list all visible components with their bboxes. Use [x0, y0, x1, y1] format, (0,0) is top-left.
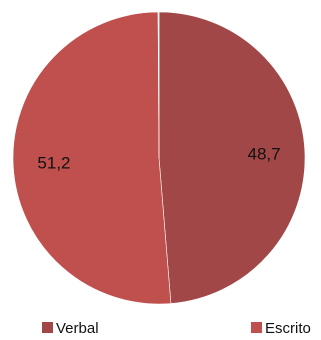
pie-slice-escrito — [12, 11, 172, 305]
legend-item-verbal: Verbal — [42, 320, 99, 337]
legend-label-escrito: Escrito — [265, 320, 311, 337]
pie-slices — [12, 11, 306, 305]
pie-labels: 48,7 51,2 — [37, 145, 280, 173]
pie-slice-verbal — [158, 11, 306, 304]
data-label-escrito: 51,2 — [37, 154, 70, 173]
legend-label-verbal: Verbal — [56, 320, 99, 337]
legend-swatch-verbal — [42, 322, 53, 333]
data-label-verbal: 48,7 — [247, 145, 280, 164]
pie-slice-gap — [157, 11, 160, 159]
legend-swatch-escrito — [251, 322, 262, 333]
legend-item-escrito: Escrito — [251, 320, 311, 337]
legend: Verbal Escrito — [42, 320, 311, 337]
